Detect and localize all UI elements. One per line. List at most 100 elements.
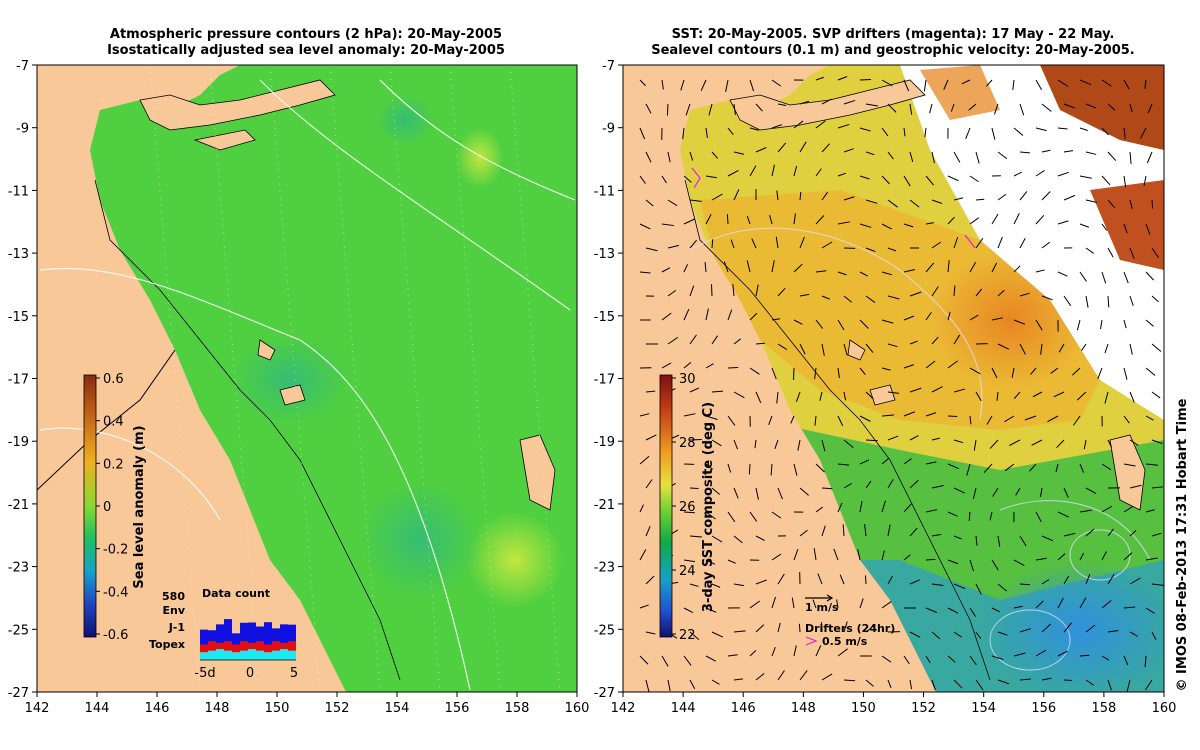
velocity-arrow bbox=[689, 679, 696, 690]
velocity-arrow bbox=[1085, 679, 1095, 686]
velocity-arrow bbox=[997, 535, 1001, 547]
right-axes: 142 144 146 148 150 152 154 156 158 160 -7 -9 -11 -13… bbox=[594, 59, 1177, 716]
velocity-arrow bbox=[881, 550, 885, 561]
velocity-arrow bbox=[1151, 391, 1161, 399]
velocity-arrow bbox=[1011, 367, 1015, 378]
velocity-arrow bbox=[1107, 199, 1116, 209]
left-high-anomaly-blob-south bbox=[467, 512, 563, 608]
velocity-arrow bbox=[881, 319, 894, 324]
velocity-arrow bbox=[953, 388, 966, 393]
data-count-bar-env bbox=[240, 622, 248, 642]
velocity-arrow bbox=[975, 391, 982, 402]
velocity-arrow bbox=[989, 439, 999, 449]
velocity-arrow bbox=[711, 631, 724, 638]
velocity-arrow bbox=[705, 127, 708, 139]
velocity-arrows bbox=[639, 76, 1164, 692]
data-count-inset: Data count 580 Env J-1 Topex -5d 0 5 bbox=[149, 587, 298, 681]
velocity-arrow bbox=[1063, 194, 1076, 201]
velocity-arrow bbox=[793, 213, 796, 225]
velocity-arrow bbox=[799, 670, 808, 681]
velocity-arrow bbox=[1032, 391, 1043, 398]
velocity-arrow bbox=[812, 599, 817, 609]
left-ytick-label: -23 bbox=[8, 561, 29, 576]
data-count-topex-label: Topex bbox=[149, 638, 185, 651]
velocity-arrow bbox=[837, 76, 848, 81]
velocity-arrow bbox=[746, 215, 751, 225]
velocity-arrow bbox=[1104, 343, 1109, 354]
velocity-arrow bbox=[814, 415, 817, 426]
velocity-arrow bbox=[909, 479, 919, 489]
velocity-arrow bbox=[683, 361, 692, 369]
velocity-arrow bbox=[733, 338, 742, 345]
velocity-legend: 1 m/s Drifters (24hr) 0.5 m/s bbox=[805, 594, 895, 648]
velocity-arrow bbox=[1145, 463, 1158, 466]
velocity-arrow bbox=[991, 127, 996, 140]
velocity-arrow bbox=[887, 103, 897, 113]
velocity-arrow bbox=[859, 415, 871, 422]
velocity-arrow bbox=[864, 524, 867, 537]
velocity-arrow bbox=[667, 151, 671, 163]
velocity-arrow bbox=[711, 335, 719, 345]
velocity-arrow bbox=[749, 312, 758, 321]
velocity-arrow bbox=[925, 311, 932, 321]
velocity-arrow bbox=[746, 260, 751, 273]
velocity-arrow bbox=[733, 678, 743, 681]
velocity-arrow bbox=[705, 463, 714, 470]
velocity-arrow bbox=[931, 336, 939, 345]
velocity-arrow bbox=[1123, 506, 1133, 513]
velocity-arrow bbox=[975, 151, 980, 164]
left-ytick-label: -25 bbox=[8, 623, 29, 638]
velocity-arrow bbox=[947, 607, 959, 614]
data-count-bar-j1 bbox=[224, 641, 232, 651]
velocity-arrow bbox=[909, 291, 922, 297]
velocity-arrow bbox=[755, 103, 763, 112]
left-cb-tick-label: 0.2 bbox=[103, 457, 124, 472]
velocity-arrow bbox=[903, 554, 911, 561]
velocity-arrow bbox=[859, 500, 863, 513]
velocity-arrow bbox=[775, 236, 779, 249]
data-count-bar-j1 bbox=[232, 644, 240, 653]
velocity-arrow bbox=[791, 597, 795, 609]
velocity-arrow bbox=[865, 480, 872, 489]
data-count-max-label: 580 bbox=[162, 590, 185, 603]
velocity-arrow bbox=[997, 193, 1007, 201]
velocity-arrow bbox=[705, 363, 714, 369]
velocity-arrow bbox=[843, 391, 847, 401]
velocity-arrow bbox=[661, 362, 672, 369]
velocity-arrow bbox=[667, 336, 679, 345]
velocity-arrow bbox=[1013, 559, 1025, 566]
velocity-arrow bbox=[975, 679, 984, 691]
velocity-arrow bbox=[733, 487, 739, 499]
velocity-arrow bbox=[1013, 652, 1026, 657]
velocity-arrow bbox=[821, 487, 833, 490]
velocity-arrow bbox=[1019, 628, 1031, 633]
velocity-arrow bbox=[815, 463, 825, 473]
velocity-arrow bbox=[1101, 79, 1112, 87]
velocity-arrow bbox=[1057, 171, 1069, 177]
velocity-arrow bbox=[799, 141, 807, 153]
velocity-arrow bbox=[925, 360, 936, 369]
left-bathy-contour bbox=[94, 179, 401, 681]
velocity-arrow bbox=[689, 535, 702, 538]
velocity-arrow bbox=[881, 500, 886, 513]
velocity-arrow bbox=[1151, 343, 1162, 352]
velocity-arrow bbox=[1041, 241, 1051, 249]
velocity-arrow bbox=[968, 103, 977, 111]
velocity-arrow bbox=[1024, 415, 1037, 421]
velocity-arrow bbox=[947, 175, 959, 182]
velocity-arrow bbox=[1123, 367, 1128, 380]
velocity-arrow bbox=[777, 343, 788, 351]
velocity-arrow bbox=[1079, 127, 1088, 131]
velocity-arrow bbox=[727, 463, 732, 473]
velocity-arrow bbox=[645, 151, 652, 163]
velocity-arrow bbox=[887, 575, 893, 585]
velocity-arrow bbox=[755, 673, 765, 681]
velocity-arrow bbox=[1107, 679, 1112, 691]
velocity-arrow bbox=[993, 103, 999, 115]
velocity-arrow bbox=[645, 247, 658, 252]
velocity-arrow bbox=[947, 559, 959, 565]
velocity-arrow bbox=[1101, 223, 1108, 231]
velocity-arrow bbox=[843, 99, 856, 105]
data-count-bar-topex bbox=[280, 649, 288, 660]
